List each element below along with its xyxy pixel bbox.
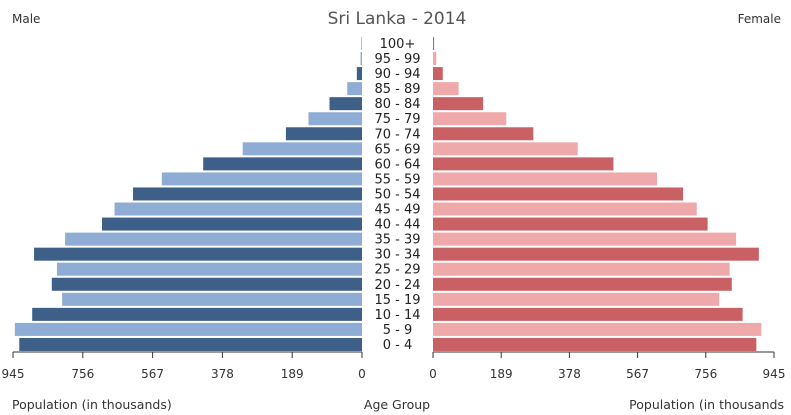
age-group-label: 45 - 49 bbox=[374, 203, 420, 218]
female-bar bbox=[433, 217, 708, 231]
age-group-label: 50 - 54 bbox=[374, 187, 420, 202]
male-bar bbox=[65, 232, 363, 246]
female-tick-label: 567 bbox=[626, 367, 649, 381]
age-group-label: 25 - 29 bbox=[374, 263, 420, 278]
age-group-label: 0 - 4 bbox=[383, 338, 413, 353]
male-bar bbox=[329, 97, 362, 111]
male-bar bbox=[133, 187, 362, 201]
female-bar bbox=[433, 67, 443, 81]
male-bar bbox=[203, 157, 362, 171]
male-bar bbox=[347, 82, 362, 96]
age-group-label: 75 - 79 bbox=[374, 112, 420, 127]
male-tick-label: 378 bbox=[211, 367, 234, 381]
male-bar bbox=[102, 217, 362, 231]
female-bar bbox=[433, 157, 614, 171]
age-group-label: 30 - 34 bbox=[374, 248, 420, 263]
age-group-label: 65 - 69 bbox=[374, 142, 420, 157]
x-axis-label-right: Population (in thousands bbox=[629, 397, 784, 412]
female-bar bbox=[433, 232, 737, 246]
age-group-label: 15 - 19 bbox=[374, 293, 420, 308]
male-tick-label: 945 bbox=[2, 367, 25, 381]
female-bar bbox=[433, 36, 435, 50]
male-bar bbox=[62, 292, 362, 306]
female-bar bbox=[433, 97, 484, 111]
age-group-label: 40 - 44 bbox=[374, 218, 420, 233]
female-bar bbox=[433, 337, 757, 351]
female-bar bbox=[433, 292, 720, 306]
age-group-label: 20 - 24 bbox=[374, 278, 420, 293]
female-bar bbox=[433, 127, 534, 141]
age-group-label: 90 - 94 bbox=[374, 67, 420, 82]
male-label: Male bbox=[12, 12, 40, 26]
male-bar bbox=[242, 142, 362, 156]
female-bar bbox=[433, 247, 759, 261]
female-tick-label: 0 bbox=[429, 367, 437, 381]
male-bar bbox=[308, 112, 362, 126]
chart-title: Sri Lanka - 2014 bbox=[328, 9, 467, 29]
male-tick-label: 189 bbox=[281, 367, 304, 381]
female-bar bbox=[433, 112, 507, 126]
female-bar bbox=[433, 142, 578, 156]
male-tick-label: 567 bbox=[141, 367, 164, 381]
age-group-label: Age Group bbox=[364, 397, 430, 412]
male-bar bbox=[51, 277, 363, 291]
age-group-label: 95 - 99 bbox=[374, 52, 420, 67]
female-bar bbox=[433, 277, 732, 291]
female-bar bbox=[433, 307, 743, 321]
female-bar bbox=[433, 322, 762, 336]
male-bar bbox=[56, 262, 362, 276]
female-tick-label: 945 bbox=[763, 367, 786, 381]
female-tick-label: 378 bbox=[558, 367, 581, 381]
female-tick-label: 189 bbox=[490, 367, 513, 381]
male-bar bbox=[356, 67, 362, 81]
age-group-label: 55 - 59 bbox=[374, 172, 420, 187]
male-bar bbox=[161, 172, 362, 186]
female-label: Female bbox=[738, 12, 781, 26]
male-tick-label: 756 bbox=[71, 367, 94, 381]
female-bar bbox=[433, 202, 697, 216]
female-bar bbox=[433, 172, 658, 186]
male-bar bbox=[34, 247, 363, 261]
male-bar bbox=[14, 322, 363, 336]
age-group-label: 100+ bbox=[380, 37, 416, 52]
age-group-label: 70 - 74 bbox=[374, 127, 420, 142]
x-axis-label-left: Population (in thousands) bbox=[12, 397, 172, 412]
male-bar bbox=[285, 127, 362, 141]
male-tick-label: 0 bbox=[358, 367, 366, 381]
female-tick-label: 756 bbox=[694, 367, 717, 381]
age-group-label: 80 - 84 bbox=[374, 97, 420, 112]
male-bar bbox=[360, 52, 362, 66]
male-bar bbox=[19, 337, 362, 351]
age-group-label: 35 - 39 bbox=[374, 233, 420, 248]
female-bar bbox=[433, 82, 459, 96]
age-group-label: 10 - 14 bbox=[374, 308, 420, 323]
age-group-label: 5 - 9 bbox=[383, 323, 413, 338]
female-bar bbox=[433, 262, 730, 276]
age-group-label: 60 - 64 bbox=[374, 157, 420, 172]
age-group-label: 85 - 89 bbox=[374, 82, 420, 97]
female-bar bbox=[433, 52, 437, 66]
male-bar bbox=[32, 307, 363, 321]
male-bar bbox=[114, 202, 362, 216]
female-bar bbox=[433, 187, 684, 201]
